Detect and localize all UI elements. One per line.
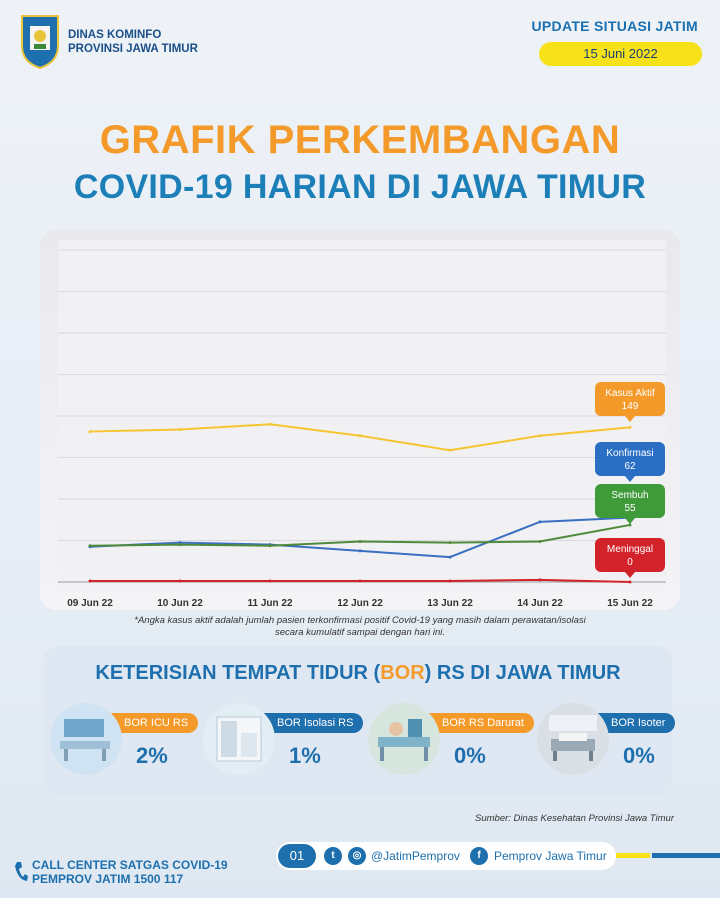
bor-title: KETERISIAN TEMPAT TIDUR (BOR) RS DI JAWA… — [44, 662, 672, 685]
x-tick-label: 15 Jun 22 — [607, 598, 653, 609]
data-point — [268, 544, 272, 548]
page-number: 01 — [278, 844, 316, 868]
x-tick-label: 13 Jun 22 — [427, 598, 473, 609]
source-note: Sumber: Dinas Kesehatan Provinsi Jawa Ti… — [475, 813, 674, 824]
series-callout — [595, 538, 665, 572]
data-point — [448, 541, 452, 545]
series-end-value: 62 — [624, 461, 636, 472]
bor-value-isoter: 0% — [623, 743, 655, 768]
data-point — [538, 520, 542, 524]
plot-area — [58, 240, 666, 585]
series-end-value: 149 — [622, 401, 639, 412]
footer-stripe-yellow — [616, 853, 650, 858]
jatim-logo — [21, 15, 59, 70]
data-point — [178, 541, 182, 545]
icu-bed-icon — [50, 703, 122, 775]
bor-item-isoter: BOR Isoter 0% — [537, 703, 687, 783]
data-point — [268, 579, 272, 583]
date-pill: 15 Juni 2022 — [539, 42, 702, 66]
chart-footnote: *Angka kasus aktif adalah jumlah pasien … — [0, 615, 720, 639]
x-tick-label: 12 Jun 22 — [337, 598, 383, 609]
series-callout — [595, 442, 665, 476]
footer-stripe-blue — [652, 853, 720, 858]
data-point — [448, 448, 452, 452]
callout-pointer — [625, 572, 635, 578]
data-point — [628, 523, 632, 527]
call-center-line1: CALL CENTER SATGAS COVID-19 — [32, 858, 228, 872]
callout-pointer — [625, 518, 635, 524]
bor-value-isolasi: 1% — [289, 743, 321, 768]
data-point — [358, 549, 362, 553]
series-end-value: 0 — [627, 557, 633, 568]
data-point — [628, 425, 632, 429]
org-line2: PROVINSI JAWA TIMUR — [68, 43, 198, 55]
data-point — [88, 430, 92, 434]
page-title-line2: COVID-19 HARIAN DI JAWA TIMUR — [73, 168, 647, 206]
data-point — [358, 434, 362, 438]
data-point — [448, 555, 452, 559]
data-point — [178, 579, 182, 583]
x-tick-label: 14 Jun 22 — [517, 598, 563, 609]
bor-label-isolasi: BOR Isolasi RS — [257, 713, 364, 733]
footnote-line1: *Angka kasus aktif adalah jumlah pasien … — [134, 615, 586, 626]
isoter-bed-icon — [537, 703, 609, 775]
bor-title-post: ) RS DI JAWA TIMUR — [424, 662, 621, 684]
facebook-icon[interactable]: f — [470, 847, 488, 865]
data-point — [178, 427, 182, 431]
phone-icon — [15, 862, 28, 881]
instagram-icon[interactable]: ◎ — [348, 847, 366, 865]
data-point — [538, 578, 542, 582]
call-center-line2: PEMPROV JATIM 1500 117 — [32, 872, 184, 886]
series-name-label: Kasus Aktif — [605, 388, 655, 399]
bor-title-highlight: BOR — [380, 662, 425, 684]
data-point — [358, 540, 362, 544]
x-tick-label: 11 Jun 22 — [247, 598, 292, 609]
bor-value-icu: 2% — [136, 743, 168, 768]
footnote-line2: secara kumulatif sampai dengan hari ini. — [274, 627, 446, 638]
series-name-label: Meninggal — [607, 544, 653, 555]
callout-pointer — [625, 416, 635, 422]
data-point — [268, 422, 272, 426]
series-end-value: 55 — [624, 503, 636, 514]
data-point — [538, 540, 542, 544]
facebook-page[interactable]: Pemprov Jawa Timur — [494, 849, 607, 863]
page-title-line1: GRAFIK PERKEMBANGAN — [99, 118, 621, 162]
series-name-label: Sembuh — [611, 490, 648, 501]
x-tick-label: 09 Jun 22 — [67, 598, 113, 609]
series-callout — [595, 484, 665, 518]
x-tick-label: 10 Jun 22 — [157, 598, 203, 609]
org-line1: DINAS KOMINFO — [68, 29, 162, 41]
data-point — [178, 543, 182, 547]
bor-value-rs-darurat: 0% — [454, 743, 486, 768]
data-point — [88, 544, 92, 548]
update-label: UPDATE SITUASI JATIM — [531, 18, 698, 34]
data-point — [358, 579, 362, 583]
line-chart: 09 Jun 22 10 Jun 22 11 Jun 22 12 Jun 22 13 J… — [58, 240, 666, 609]
data-point — [448, 579, 452, 583]
bor-title-pre: KETERISIAN TEMPAT TIDUR ( — [95, 662, 381, 684]
org-name: DINAS KOMINFO PROVINSI JAWA TIMUR — [68, 28, 198, 56]
bor-label-isoter: BOR Isoter — [591, 713, 676, 733]
series-name-label: Konfirmasi — [606, 448, 653, 459]
social-handle[interactable]: @JatimPemprov — [371, 849, 460, 863]
isolation-room-icon — [203, 703, 275, 775]
data-point — [88, 579, 92, 583]
series-callout — [595, 382, 665, 416]
emergency-ward-icon — [368, 703, 440, 775]
bor-item-isolasi: BOR Isolasi RS 1% — [203, 703, 364, 783]
callout-pointer — [625, 476, 635, 482]
bor-item-icu: BOR ICU RS 2% — [50, 703, 200, 783]
bor-item-rs-darurat: BOR RS Darurat 0% — [368, 703, 534, 783]
twitter-icon[interactable]: t — [324, 847, 342, 865]
data-point — [538, 434, 542, 438]
bor-label-icu: BOR ICU RS — [104, 713, 199, 733]
data-point — [628, 580, 632, 584]
bor-label-rs-darurat: BOR RS Darurat — [422, 713, 534, 733]
